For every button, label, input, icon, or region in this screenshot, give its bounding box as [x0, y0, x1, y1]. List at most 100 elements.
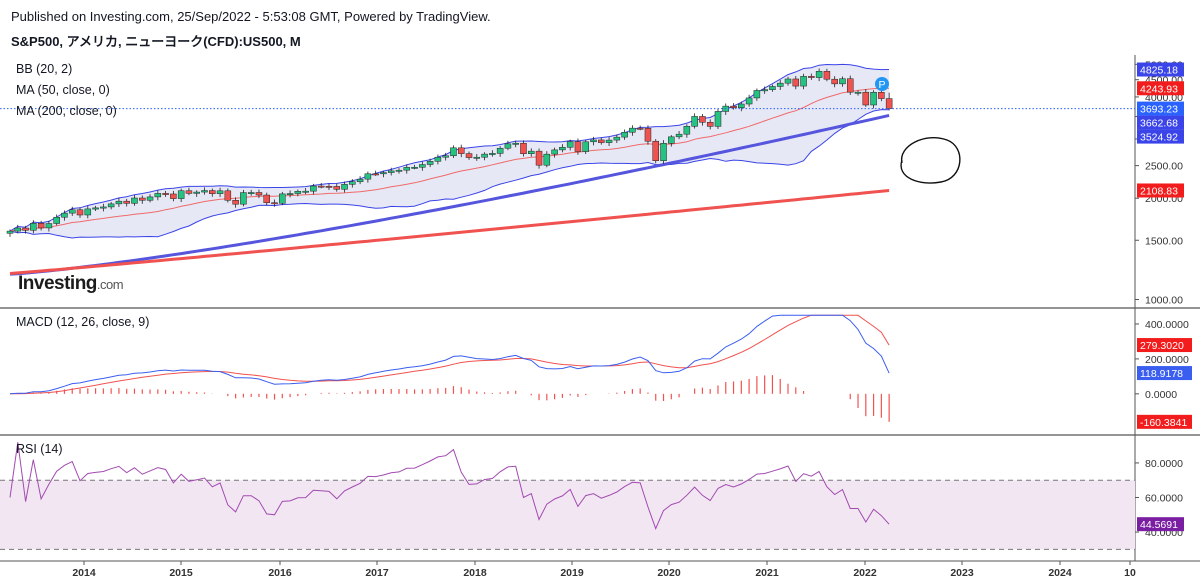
- macd-legend[interactable]: MACD (12, 26, close, 9): [16, 315, 150, 329]
- candle-body: [84, 208, 92, 216]
- macd-badge-label: 279.3020: [1140, 340, 1184, 352]
- candle-body: [419, 164, 426, 168]
- candle-body: [590, 139, 597, 143]
- candle-body: [364, 173, 372, 180]
- candle-body: [107, 203, 115, 208]
- time-tick-label: 2024: [1048, 567, 1072, 579]
- candle-body: [263, 194, 270, 203]
- candle-body: [216, 190, 224, 194]
- candle-body: [450, 147, 457, 157]
- p-marker-icon: [875, 77, 889, 91]
- candle-body: [6, 230, 14, 234]
- candle-body: [675, 133, 683, 138]
- macd-tick-label: 400.0000: [1145, 319, 1189, 331]
- macd-badge: [1137, 366, 1192, 381]
- candle-body: [605, 139, 613, 143]
- candle-body: [644, 128, 652, 142]
- candle-body: [582, 141, 589, 152]
- candle-body: [808, 76, 815, 78]
- candle-body: [854, 91, 862, 94]
- candle-body: [185, 190, 193, 194]
- macd-badge-label: -160.3841: [1140, 417, 1187, 429]
- rsi-line: [9, 442, 890, 530]
- rsi-legend[interactable]: RSI (14): [16, 442, 63, 456]
- price-badge-label: 2108.83: [1140, 185, 1178, 197]
- price-badge-label: 3524.92: [1140, 132, 1178, 144]
- candle-body: [411, 167, 418, 169]
- price-badge: [1137, 129, 1184, 144]
- candle-body: [403, 167, 411, 171]
- candle-body: [559, 147, 566, 151]
- candle-body: [699, 116, 706, 123]
- candle-body: [193, 191, 200, 194]
- price-badge-label: 3693.23: [1140, 104, 1178, 116]
- price-tick-label: 1000.00: [1145, 295, 1183, 307]
- candle-body: [528, 150, 535, 154]
- candle-body: [738, 103, 745, 109]
- time-tick-label: 2016: [268, 567, 292, 579]
- time-tick-label: 2022: [853, 567, 877, 579]
- p-marker-label: P: [878, 79, 885, 91]
- macd-badge: [1137, 338, 1192, 353]
- ma50-legend[interactable]: MA (50, close, 0): [16, 83, 110, 97]
- macd-line: [9, 314, 890, 395]
- candle-body: [551, 149, 558, 155]
- candle-body: [162, 193, 169, 195]
- candle-body: [629, 127, 636, 133]
- candle-body: [30, 223, 37, 231]
- candle-body: [123, 200, 130, 204]
- candle-body: [776, 82, 784, 87]
- candle-body: [387, 170, 395, 173]
- candle-body: [823, 71, 831, 80]
- candle-body: [885, 98, 893, 109]
- candle-body: [224, 190, 232, 201]
- candle-body: [761, 89, 768, 92]
- candle-body: [598, 139, 605, 143]
- candle-body: [442, 155, 449, 158]
- candle-body: [831, 78, 838, 85]
- time-tick-label: 2014: [72, 567, 96, 579]
- candle-body: [53, 216, 60, 224]
- annotation-ellipse: [900, 137, 961, 184]
- published-line: Published on Investing.com, 25/Sep/2022 …: [11, 9, 491, 24]
- price-badge: [1137, 101, 1184, 116]
- candle-body: [489, 153, 496, 155]
- candle-body: [61, 212, 68, 218]
- price-badge: [1137, 115, 1184, 130]
- candle-body: [535, 150, 543, 166]
- price-tick-label: 1500.00: [1145, 235, 1183, 247]
- candle-body: [613, 136, 621, 141]
- candle-body: [310, 185, 317, 192]
- candle-body: [76, 209, 84, 216]
- candle-body: [22, 227, 29, 231]
- candle-body: [426, 161, 434, 165]
- time-tick-label: 2015: [169, 567, 193, 579]
- rsi-tick-label: 60.0000: [1145, 493, 1183, 505]
- candle-body: [380, 172, 387, 175]
- time-tick-label: 10: [1124, 567, 1136, 579]
- candle-body: [325, 185, 333, 188]
- candle-body: [878, 92, 885, 99]
- candle-body: [92, 207, 99, 210]
- candle-body: [839, 78, 846, 85]
- candle-body: [356, 178, 364, 182]
- bb-legend[interactable]: BB (20, 2): [16, 62, 73, 76]
- candle-body: [870, 92, 877, 106]
- time-tick-label: 2021: [755, 567, 779, 579]
- candle-body: [139, 197, 146, 201]
- rsi-tick-label: 80.0000: [1145, 458, 1183, 470]
- candle-body: [714, 111, 722, 127]
- candle-body: [317, 185, 325, 188]
- investing-logo: Investing.com: [18, 273, 124, 295]
- candle-body: [170, 193, 177, 199]
- rsi-badge: [1137, 517, 1184, 532]
- candle-body: [745, 97, 753, 105]
- candle-body: [115, 200, 123, 205]
- candle-body: [286, 193, 294, 195]
- candle-body: [792, 78, 800, 87]
- candle-body: [232, 200, 239, 205]
- ma200-legend[interactable]: MA (200, close, 0): [16, 104, 117, 118]
- ma200-line: [9, 189, 890, 275]
- candle-body: [349, 181, 356, 185]
